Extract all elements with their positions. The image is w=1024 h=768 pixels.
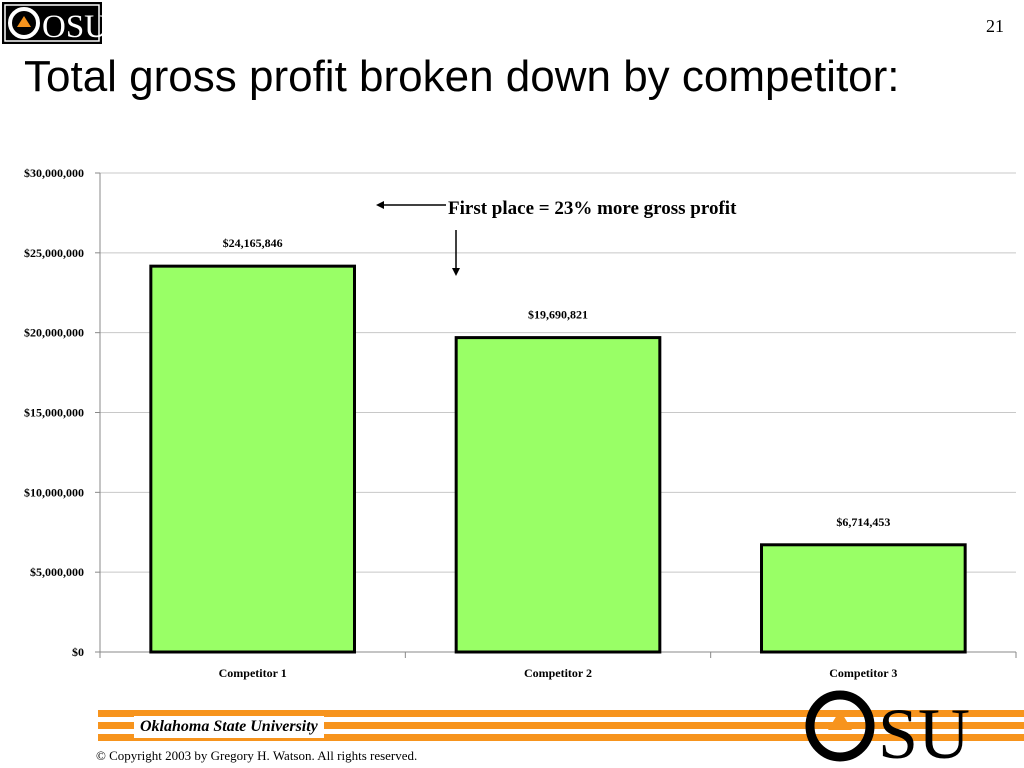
bar-value-label: $6,714,453 <box>836 515 890 529</box>
bar <box>454 336 662 654</box>
copyright-notice: © Copyright 2003 by Gregory H. Watson. A… <box>96 748 418 763</box>
slide-title: Total gross profit broken down by compet… <box>24 52 900 101</box>
labels: $0 $5,000,000 $10,000,000 $15,000,000 $20,00… <box>24 166 897 680</box>
osu-logo-letters: OSU <box>42 9 102 44</box>
footer-stripe-2 <box>98 722 1024 729</box>
y-tick-label: $20,000,000 <box>24 326 84 340</box>
y-tick-label: $15,000,000 <box>24 406 84 420</box>
osu-logo-mark: OSU <box>2 2 102 44</box>
y-tick-label: $10,000,000 <box>24 485 84 499</box>
bar <box>149 264 356 654</box>
bar <box>760 543 967 654</box>
y-tick-label: $25,000,000 <box>24 246 84 260</box>
osu-logo-footer: SU <box>805 690 970 762</box>
bar-value-label: $19,690,821 <box>528 308 588 322</box>
footer-university-name: Oklahoma State University <box>134 716 324 738</box>
annotation-text: First place = 23% more gross profit <box>448 198 737 219</box>
x-category-label: Competitor 1 <box>219 666 287 680</box>
annotation-down-arrow-head <box>452 268 460 276</box>
y-tick-label: $5,000,000 <box>30 565 84 579</box>
gross-profit-bar-chart: $0 $5,000,000 $10,000,000 $15,000,000 $20,00… <box>24 166 1017 680</box>
annotation-left-arrow-head <box>376 201 384 209</box>
x-category-label: Competitor 2 <box>524 666 592 680</box>
x-category-label: Competitor 3 <box>829 666 897 680</box>
osu-logo-top: OSU <box>2 2 102 44</box>
footer-logo-triangle <box>828 710 852 730</box>
bars <box>149 264 967 654</box>
y-tick-label: $0 <box>72 645 84 659</box>
slide-number: 21 <box>986 16 1004 36</box>
footer-stripe-1 <box>98 710 1024 717</box>
annotation-group: First place = 23% more gross profit <box>376 198 737 276</box>
y-tick-label: $30,000,000 <box>24 166 84 180</box>
footer-stripes <box>98 710 1024 742</box>
footer-stripe-3 <box>98 734 1024 741</box>
footer-logo-letters: SU <box>878 694 970 762</box>
footer-logo-o <box>805 690 875 762</box>
bar-value-label: $24,165,846 <box>223 236 283 250</box>
